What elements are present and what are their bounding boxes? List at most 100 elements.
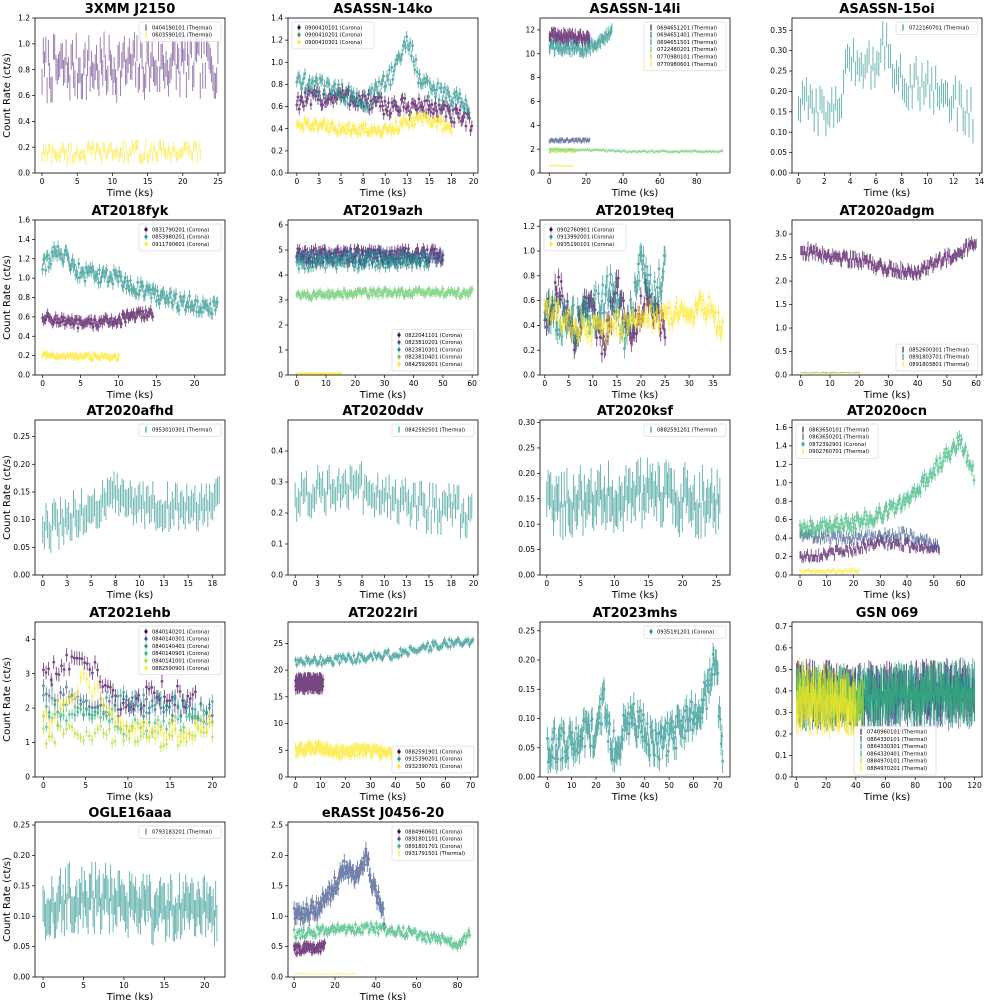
y-tick-label: 0.4 (18, 117, 30, 126)
y-tick-label: 0.0 (18, 169, 30, 178)
data-point (337, 123, 341, 127)
data-point (470, 288, 474, 291)
legend-label: 0831790201 (Corona) (152, 227, 209, 233)
data-point (637, 279, 641, 283)
data-point (400, 52, 404, 56)
data-point (96, 272, 99, 276)
data-point (77, 262, 81, 266)
y-tick-label: 0.4 (271, 124, 283, 133)
data-point (420, 114, 423, 118)
legend-label: 0823810401 (Corona) (405, 355, 462, 361)
data-point (169, 290, 173, 294)
data-point (307, 82, 310, 86)
data-point (466, 294, 470, 298)
data-point (296, 258, 300, 262)
data-point (707, 296, 711, 299)
data-point (387, 68, 391, 72)
data-point (428, 104, 431, 107)
y-tick-label: 0.8 (18, 293, 30, 302)
data-point (636, 262, 640, 266)
data-point (370, 294, 374, 297)
series-2 (41, 349, 120, 363)
data-point (368, 89, 372, 93)
data-point (322, 92, 325, 96)
data-point (426, 79, 429, 83)
series-0 (41, 28, 219, 104)
panel-title: AT2019azh (343, 204, 423, 219)
data-point (356, 132, 360, 136)
legend-marker-dot (397, 348, 401, 352)
data-point (348, 96, 352, 99)
data-point (326, 289, 330, 293)
data-point (637, 310, 640, 314)
data-point (408, 288, 411, 292)
y-tick-label: 8 (530, 73, 535, 82)
y-axis-label: Count Rate (ct/s) (2, 255, 13, 340)
data-point (87, 352, 91, 356)
series-group (295, 30, 474, 140)
data-point (650, 292, 654, 296)
data-point (73, 357, 77, 361)
x-axis-label: Time (ks) (359, 188, 407, 199)
data-point (118, 316, 121, 319)
panel-title: ASASSN-15oi (839, 2, 934, 17)
data-point (62, 316, 66, 320)
x-tick-label: 6 (874, 177, 879, 186)
data-point (356, 103, 360, 106)
data-point (76, 326, 80, 330)
data-point (601, 283, 605, 287)
data-point (378, 104, 382, 108)
data-point (388, 252, 392, 256)
legend-label: 0722480201 (Thermal) (657, 47, 717, 53)
x-tick-label: 10 (108, 177, 118, 186)
data-point (623, 313, 627, 317)
data-point (306, 119, 310, 122)
data-point (44, 268, 48, 272)
x-tick-label: 10 (321, 379, 331, 388)
data-point (335, 267, 338, 271)
data-point (444, 96, 448, 100)
data-point (324, 93, 328, 97)
data-point (641, 267, 644, 271)
data-point (642, 302, 646, 306)
data-point (302, 77, 306, 81)
data-point (372, 89, 376, 92)
data-point (195, 310, 199, 314)
data-point (402, 40, 406, 44)
data-point (337, 83, 340, 87)
x-tick-label: 15 (152, 379, 162, 388)
data-point (300, 95, 303, 99)
data-point (413, 68, 417, 72)
y-tick-label: 1.0 (18, 274, 30, 283)
data-point (349, 89, 353, 93)
panel-2: ASASSN-14li 0 20 40 60 80 0 2 4 6 8 10 12 Time (ks) 06… (525, 2, 731, 199)
data-point (347, 85, 351, 89)
data-point (91, 325, 95, 329)
data-point (464, 124, 468, 128)
data-point (306, 97, 309, 101)
data-point (469, 129, 473, 132)
data-point (331, 101, 335, 104)
data-point (73, 263, 77, 267)
legend-label: 0770980101 (Thermal) (657, 55, 717, 61)
data-point (352, 124, 355, 127)
data-point (379, 82, 383, 86)
series-group (798, 21, 974, 144)
data-point (649, 305, 653, 308)
data-point (658, 325, 661, 328)
data-point (310, 254, 314, 257)
data-point (96, 325, 100, 329)
data-point (300, 87, 303, 91)
data-point (449, 103, 453, 107)
legend-marker-dot (297, 33, 301, 37)
data-point (367, 263, 371, 267)
data-point (385, 109, 389, 113)
legend-box (391, 329, 475, 372)
data-point (321, 125, 324, 128)
y-tick-label: 0.0 (271, 169, 283, 178)
data-point (425, 99, 429, 102)
data-point (615, 326, 618, 330)
data-point (313, 79, 317, 83)
data-point (604, 286, 608, 289)
data-point (444, 115, 448, 118)
